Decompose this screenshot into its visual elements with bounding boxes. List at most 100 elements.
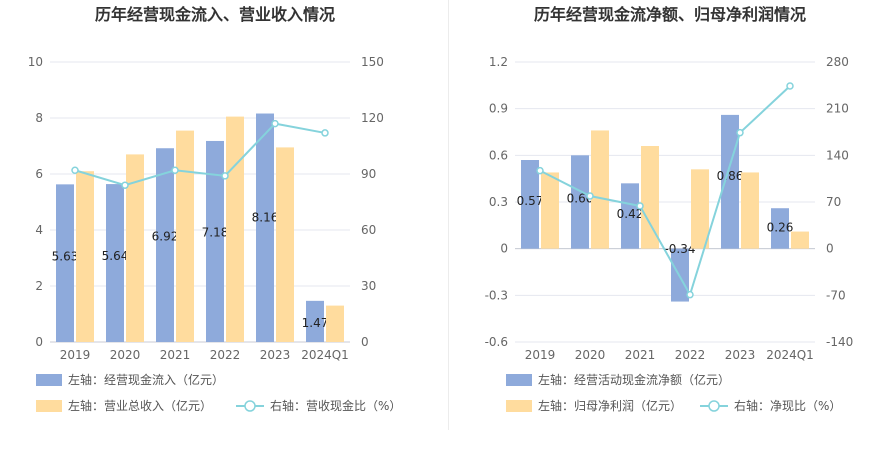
bar-secondary bbox=[326, 305, 344, 342]
x-tick-label: 2024Q1 bbox=[766, 348, 814, 362]
bar-data-label: 0.26 bbox=[767, 220, 794, 234]
y-left-tick-label: 0.9 bbox=[489, 102, 508, 116]
bar-primary bbox=[771, 208, 789, 249]
bar-secondary bbox=[541, 172, 559, 249]
y-right-tick-label: 150 bbox=[361, 55, 384, 69]
line-point bbox=[686, 290, 694, 299]
x-tick-label: 2024Q1 bbox=[301, 348, 349, 362]
chart-title: 历年经营现金流净额、归母净利润情况 bbox=[534, 5, 806, 24]
line-series bbox=[74, 122, 326, 187]
bar-secondary bbox=[276, 147, 294, 342]
y-left-tick-label: 0.3 bbox=[489, 195, 508, 209]
bar-primary bbox=[156, 148, 174, 342]
y-left-tick-label: 0 bbox=[35, 335, 43, 349]
y-left-tick-label: 8 bbox=[35, 111, 43, 125]
y-right-tick-label: 30 bbox=[361, 279, 376, 293]
y-left-tick-label: 1.2 bbox=[489, 55, 508, 69]
y-right-tick-label: 140 bbox=[826, 148, 849, 162]
legend-label: 右轴：净现比（%） bbox=[734, 398, 841, 413]
y-left-tick-label: 6 bbox=[35, 167, 43, 181]
y-right-tick-label: 90 bbox=[361, 167, 376, 181]
x-tick-label: 2020 bbox=[110, 348, 141, 362]
x-tick-label: 2019 bbox=[60, 348, 91, 362]
legend-label: 左轴：营业总收入（亿元） bbox=[68, 398, 212, 413]
line-point bbox=[221, 172, 229, 180]
bar-primary bbox=[106, 184, 124, 342]
bar-primary bbox=[256, 113, 274, 343]
bar-data-label: 0.57 bbox=[517, 194, 544, 208]
y-left-tick-label: 10 bbox=[28, 55, 43, 69]
y-left-tick-label: -0.6 bbox=[485, 335, 508, 349]
chart-title: 历年经营现金流入、营业收入情况 bbox=[95, 5, 335, 24]
y-right-tick-label: 120 bbox=[361, 111, 384, 125]
x-tick-label: 2021 bbox=[625, 348, 656, 362]
y-left-tick-label: -0.3 bbox=[485, 288, 508, 302]
line-point bbox=[271, 119, 279, 128]
bar-data-label: 0.86 bbox=[717, 169, 744, 183]
line-point bbox=[321, 129, 329, 137]
bar-data-label: 5.63 bbox=[52, 249, 79, 263]
panel-divider bbox=[448, 0, 449, 430]
line-point bbox=[636, 202, 644, 210]
x-tick-label: 2021 bbox=[160, 348, 191, 362]
bar-primary bbox=[521, 160, 539, 249]
bar-primary bbox=[571, 155, 589, 249]
y-right-tick-label: 60 bbox=[361, 223, 376, 237]
line-point bbox=[171, 166, 179, 175]
y-right-tick-label: -140 bbox=[826, 335, 853, 349]
y-right-tick-label: 0 bbox=[361, 335, 369, 349]
y-left-tick-label: 4 bbox=[35, 223, 43, 237]
bar-primary bbox=[306, 300, 324, 342]
bar-data-label: 6.92 bbox=[152, 229, 179, 243]
y-left-tick-label: 0 bbox=[500, 242, 508, 256]
y-right-tick-label: 0 bbox=[826, 242, 834, 256]
legend-label: 左轴：经营现金流入（亿元） bbox=[68, 372, 224, 387]
bar-data-label: 8.16 bbox=[252, 210, 279, 224]
bar-data-label: 1.47 bbox=[302, 316, 329, 330]
bar-data-label: -0.34 bbox=[664, 242, 695, 256]
x-tick-label: 2023 bbox=[725, 348, 756, 362]
bar-secondary bbox=[76, 171, 94, 342]
bar-primary bbox=[56, 184, 74, 342]
y-right-tick-label: -70 bbox=[826, 288, 846, 302]
legend-swatch-bar1 bbox=[506, 374, 532, 386]
x-tick-label: 2019 bbox=[525, 348, 556, 362]
line-series bbox=[539, 85, 791, 298]
legend-swatch-bar2 bbox=[506, 400, 532, 412]
legend-label: 右轴：营收现金比（%） bbox=[270, 398, 401, 413]
bar-primary bbox=[206, 140, 224, 342]
bar-secondary bbox=[691, 169, 709, 249]
bar-secondary bbox=[591, 130, 609, 249]
legend-swatch-marker bbox=[708, 400, 720, 412]
y-left-tick-label: 0.6 bbox=[489, 148, 508, 162]
y-left-tick-label: 2 bbox=[35, 279, 43, 293]
line-point bbox=[121, 181, 129, 189]
bar-secondary bbox=[176, 130, 194, 342]
y-right-tick-label: 280 bbox=[826, 55, 849, 69]
legend-label: 左轴：归母净利润（亿元） bbox=[538, 398, 682, 413]
bar-primary bbox=[621, 183, 639, 249]
bar-secondary bbox=[641, 146, 659, 249]
x-tick-label: 2023 bbox=[260, 348, 291, 362]
legend-swatch-bar2 bbox=[36, 400, 62, 412]
bar-secondary bbox=[741, 172, 759, 249]
bar-data-label: 7.18 bbox=[202, 225, 229, 239]
legend-swatch-bar1 bbox=[36, 374, 62, 386]
y-right-tick-label: 70 bbox=[826, 195, 841, 209]
line-point bbox=[586, 192, 594, 200]
bar-secondary bbox=[791, 231, 809, 249]
x-tick-label: 2020 bbox=[575, 348, 606, 362]
line-point bbox=[71, 166, 79, 175]
bar-data-label: 5.64 bbox=[102, 249, 129, 263]
line-point bbox=[786, 82, 794, 90]
line-point bbox=[536, 166, 544, 175]
bar-secondary bbox=[126, 154, 144, 342]
bar-data-label: 0.42 bbox=[617, 207, 644, 221]
x-tick-label: 2022 bbox=[675, 348, 706, 362]
line-point bbox=[736, 128, 744, 137]
y-right-tick-label: 210 bbox=[826, 102, 849, 116]
legend-label: 左轴：经营活动现金流净额（亿元） bbox=[538, 372, 730, 387]
legend-swatch-marker bbox=[244, 400, 256, 412]
